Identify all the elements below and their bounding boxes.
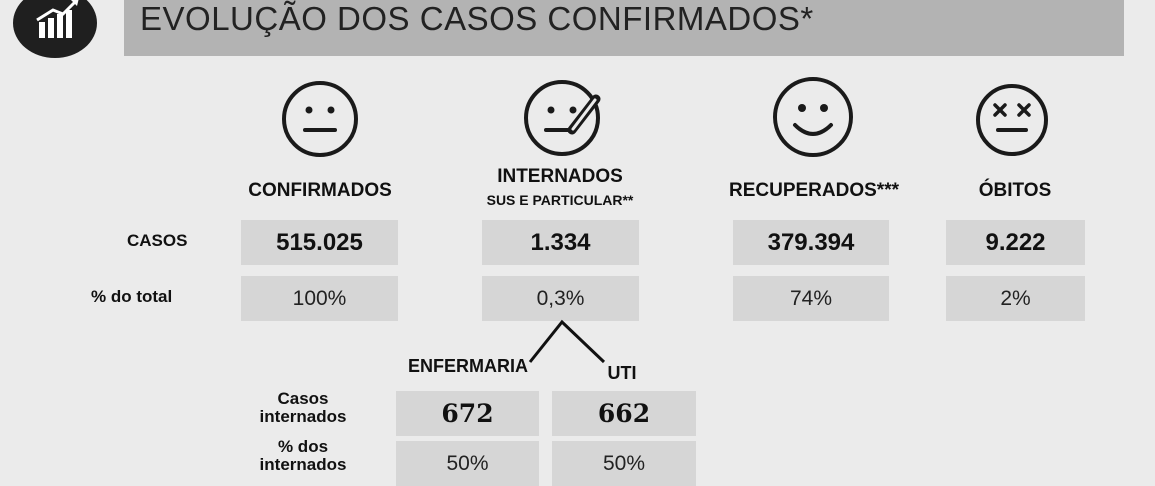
value-uti-percent: 50% [552, 441, 696, 486]
row-label-casos-internados: Casos internados [259, 389, 347, 426]
header-bar [124, 0, 1124, 56]
row-label-percent-internados: % dos internados [259, 437, 347, 474]
sick-face-thermometer-icon [524, 80, 601, 156]
header-uti: UTI [607, 363, 637, 383]
page-title: EVOLUÇÃO DOS CASOS CONFIRMADOS* [140, 0, 814, 37]
header-enfermaria: ENFERMARIA [408, 356, 528, 376]
branch-connector [528, 319, 606, 364]
smiling-face-icon [773, 77, 853, 157]
value-obitos-percent: 2% [946, 276, 1085, 321]
value-confirmados-casos: 515.025 [241, 220, 398, 265]
dead-face-icon [976, 84, 1048, 156]
value-recuperados-casos: 379.394 [733, 220, 889, 265]
header-obitos: ÓBITOS [978, 180, 1052, 201]
neutral-face-icon [282, 81, 358, 157]
value-enfermaria-percent: 50% [396, 441, 539, 486]
value-enfermaria-casos: 672 [396, 391, 539, 436]
value-uti-casos: 662 [552, 391, 696, 436]
value-obitos-casos: 9.222 [946, 220, 1085, 265]
header-confirmados: CONFIRMADOS [248, 180, 392, 201]
growth-chart-icon [13, 0, 97, 58]
header-internados: INTERNADOS [497, 166, 623, 187]
row-label-percent: % do total [91, 287, 173, 306]
value-recuperados-percent: 74% [733, 276, 889, 321]
value-internados-percent: 0,3% [482, 276, 639, 321]
row-label-casos: CASOS [127, 231, 188, 250]
value-internados-casos: 1.334 [482, 220, 639, 265]
value-confirmados-percent: 100% [241, 276, 398, 321]
subheader-internados: SUS E PARTICULAR** [486, 192, 634, 208]
header-recuperados: RECUPERADOS*** [729, 180, 899, 201]
